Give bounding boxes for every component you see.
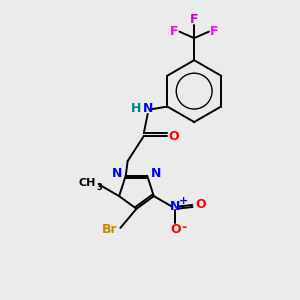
Text: N: N (112, 167, 122, 180)
Text: F: F (210, 25, 218, 38)
Text: -: - (181, 221, 186, 234)
Text: O: O (170, 224, 181, 236)
Text: N: N (170, 200, 180, 213)
Text: F: F (190, 13, 198, 26)
Text: H: H (130, 102, 141, 115)
Text: N: N (151, 167, 161, 180)
Text: Br: Br (102, 223, 117, 236)
Text: +: + (179, 196, 188, 206)
Text: O: O (196, 199, 206, 212)
Text: 3: 3 (96, 183, 102, 192)
Text: N: N (142, 102, 153, 115)
Text: O: O (169, 130, 179, 142)
Text: F: F (170, 25, 178, 38)
Text: CH: CH (79, 178, 96, 188)
